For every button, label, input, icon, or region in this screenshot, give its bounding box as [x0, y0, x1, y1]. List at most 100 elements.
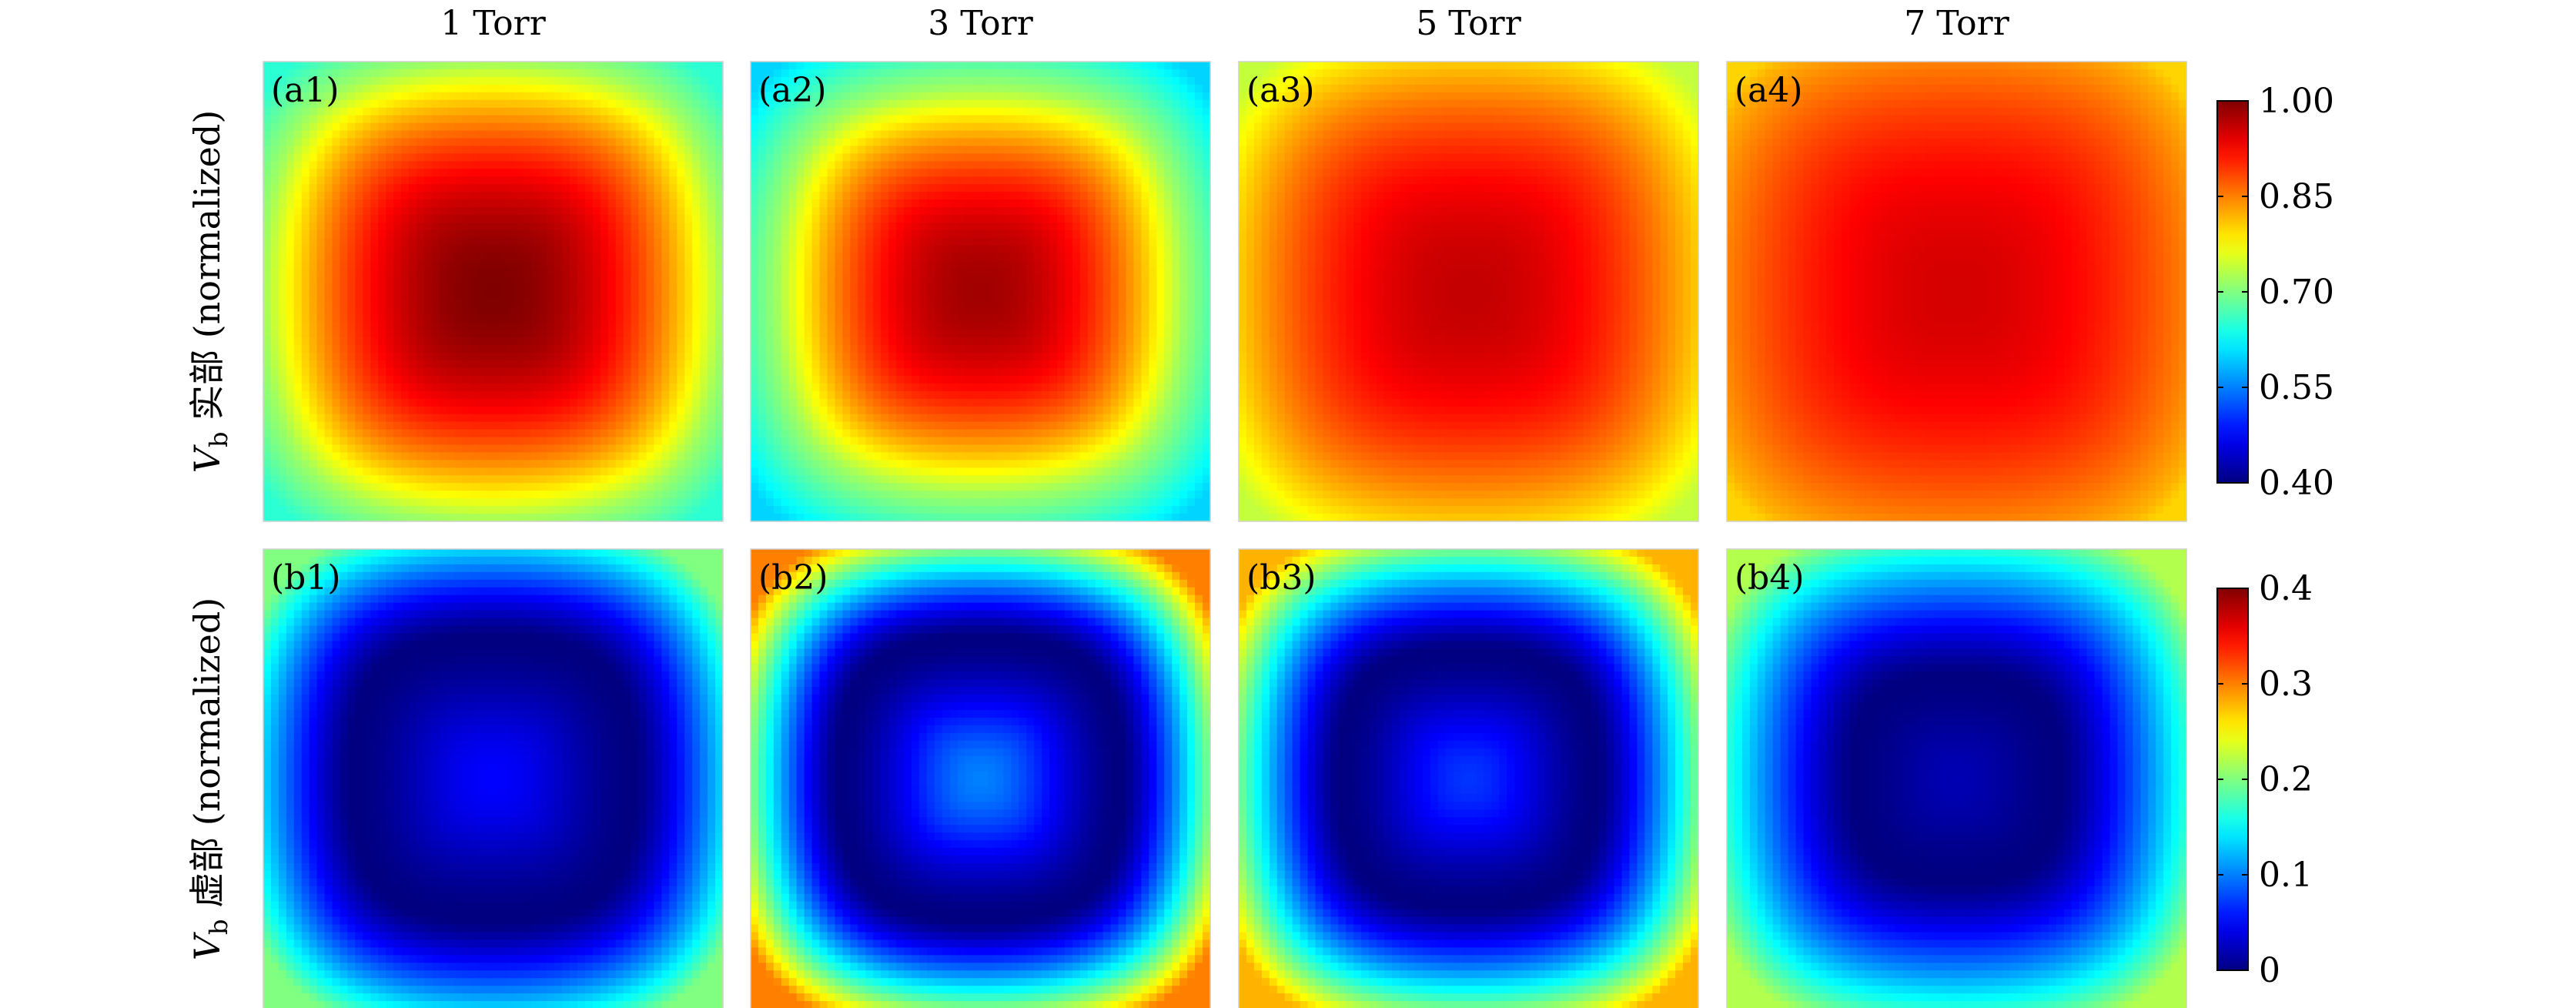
heatmap-cell — [988, 131, 996, 139]
heatmap-cell — [554, 475, 563, 484]
heatmap-cell — [263, 322, 272, 330]
heatmap-cell — [432, 322, 440, 330]
heatmap-cell — [1195, 176, 1203, 185]
heatmap-cell — [539, 184, 547, 193]
heatmap-cell — [432, 184, 440, 193]
heatmap-cell — [708, 246, 716, 254]
heatmap-cell — [531, 199, 540, 208]
heatmap-cell — [1141, 169, 1149, 177]
heatmap-cell — [386, 215, 394, 223]
heatmap-cell — [1065, 116, 1073, 124]
heatmap-cell — [378, 253, 386, 262]
heatmap-cell — [286, 467, 295, 476]
heatmap-cell — [486, 169, 494, 177]
heatmap-cell — [570, 161, 578, 169]
heatmap-cell — [325, 230, 333, 239]
heatmap-cell — [973, 62, 982, 70]
heatmap-cell — [631, 269, 640, 277]
heatmap-cell — [715, 498, 724, 507]
heatmap-cell — [1179, 230, 1188, 239]
heatmap-cell — [995, 169, 1004, 177]
heatmap-cell — [797, 161, 805, 169]
heatmap-cell — [539, 368, 547, 377]
heatmap-cell — [508, 299, 517, 307]
heatmap-cell — [995, 199, 1004, 208]
heatmap-cell — [432, 161, 440, 169]
heatmap-cell — [888, 207, 897, 216]
heatmap-cell — [1057, 169, 1066, 177]
heatmap-cell — [309, 491, 318, 499]
heatmap-cell — [858, 192, 866, 200]
heatmap-cell — [378, 422, 386, 430]
heatmap-cell — [508, 383, 517, 392]
heatmap-cell — [654, 337, 662, 346]
heatmap-cell — [647, 207, 655, 216]
heatmap-cell — [409, 276, 417, 285]
heatmap-cell — [797, 139, 805, 147]
heatmap-cell — [692, 269, 701, 277]
heatmap-cell — [478, 475, 487, 484]
heatmap-cell — [935, 146, 943, 154]
heatmap-cell — [835, 176, 843, 185]
heatmap-cell — [470, 238, 479, 246]
heatmap-cell — [797, 199, 805, 208]
heatmap-cell — [347, 306, 356, 315]
heatmap-cell — [562, 246, 570, 254]
heatmap-cell — [370, 337, 379, 346]
heatmap-cell — [1149, 146, 1157, 154]
heatmap-cell — [647, 100, 655, 109]
heatmap-cell — [708, 314, 716, 323]
heatmap-cell — [684, 223, 693, 231]
heatmap-cell — [1042, 69, 1050, 78]
heatmap-cell — [393, 407, 402, 415]
heatmap-cell — [455, 437, 463, 446]
heatmap-cell — [562, 376, 570, 384]
heatmap-cell — [432, 92, 440, 101]
heatmap-cell — [708, 131, 716, 139]
heatmap-cell — [317, 184, 326, 193]
heatmap-cell — [393, 146, 402, 154]
heatmap-cell — [919, 184, 928, 193]
heatmap-cell — [585, 452, 594, 460]
heatmap-cell — [539, 467, 547, 476]
heatmap-cell — [531, 169, 540, 177]
heatmap-cell — [440, 299, 448, 307]
heatmap-cell — [455, 169, 463, 177]
heatmap-cell — [812, 207, 821, 216]
heatmap-cell — [684, 184, 693, 193]
heatmap-cell — [463, 199, 471, 208]
heatmap-cell — [904, 230, 912, 239]
heatmap-cell — [279, 322, 287, 330]
heatmap-cell — [516, 445, 524, 454]
heatmap-cell — [631, 116, 640, 124]
heatmap-cell — [340, 92, 349, 101]
heatmap-cell — [585, 322, 594, 330]
heatmap-cell — [554, 337, 563, 346]
heatmap-cell — [279, 330, 287, 338]
heatmap-cell — [508, 368, 517, 377]
heatmap-cell — [647, 491, 655, 499]
heatmap-cell — [677, 376, 685, 384]
heatmap-cell — [340, 69, 349, 78]
heatmap-cell — [355, 176, 363, 185]
heatmap-cell — [1065, 223, 1073, 231]
heatmap-cell — [647, 223, 655, 231]
heatmap-cell — [608, 360, 617, 369]
heatmap-cell — [271, 322, 279, 330]
heatmap-cell — [317, 445, 326, 454]
heatmap-cell — [554, 230, 563, 239]
heatmap-cell — [858, 85, 866, 93]
heatmap-cell — [325, 368, 333, 377]
heatmap-cell — [904, 62, 912, 70]
heatmap-cell — [661, 292, 670, 300]
heatmap-cell — [995, 192, 1004, 200]
heatmap-cell — [309, 483, 318, 491]
heatmap-cell — [347, 176, 356, 185]
heatmap-cell — [639, 139, 647, 147]
heatmap-cell — [654, 77, 662, 85]
heatmap-cell — [370, 223, 379, 231]
heatmap-cell — [370, 483, 379, 491]
heatmap-cell — [1187, 139, 1196, 147]
heatmap-cell — [585, 116, 594, 124]
heatmap-cell — [271, 475, 279, 484]
